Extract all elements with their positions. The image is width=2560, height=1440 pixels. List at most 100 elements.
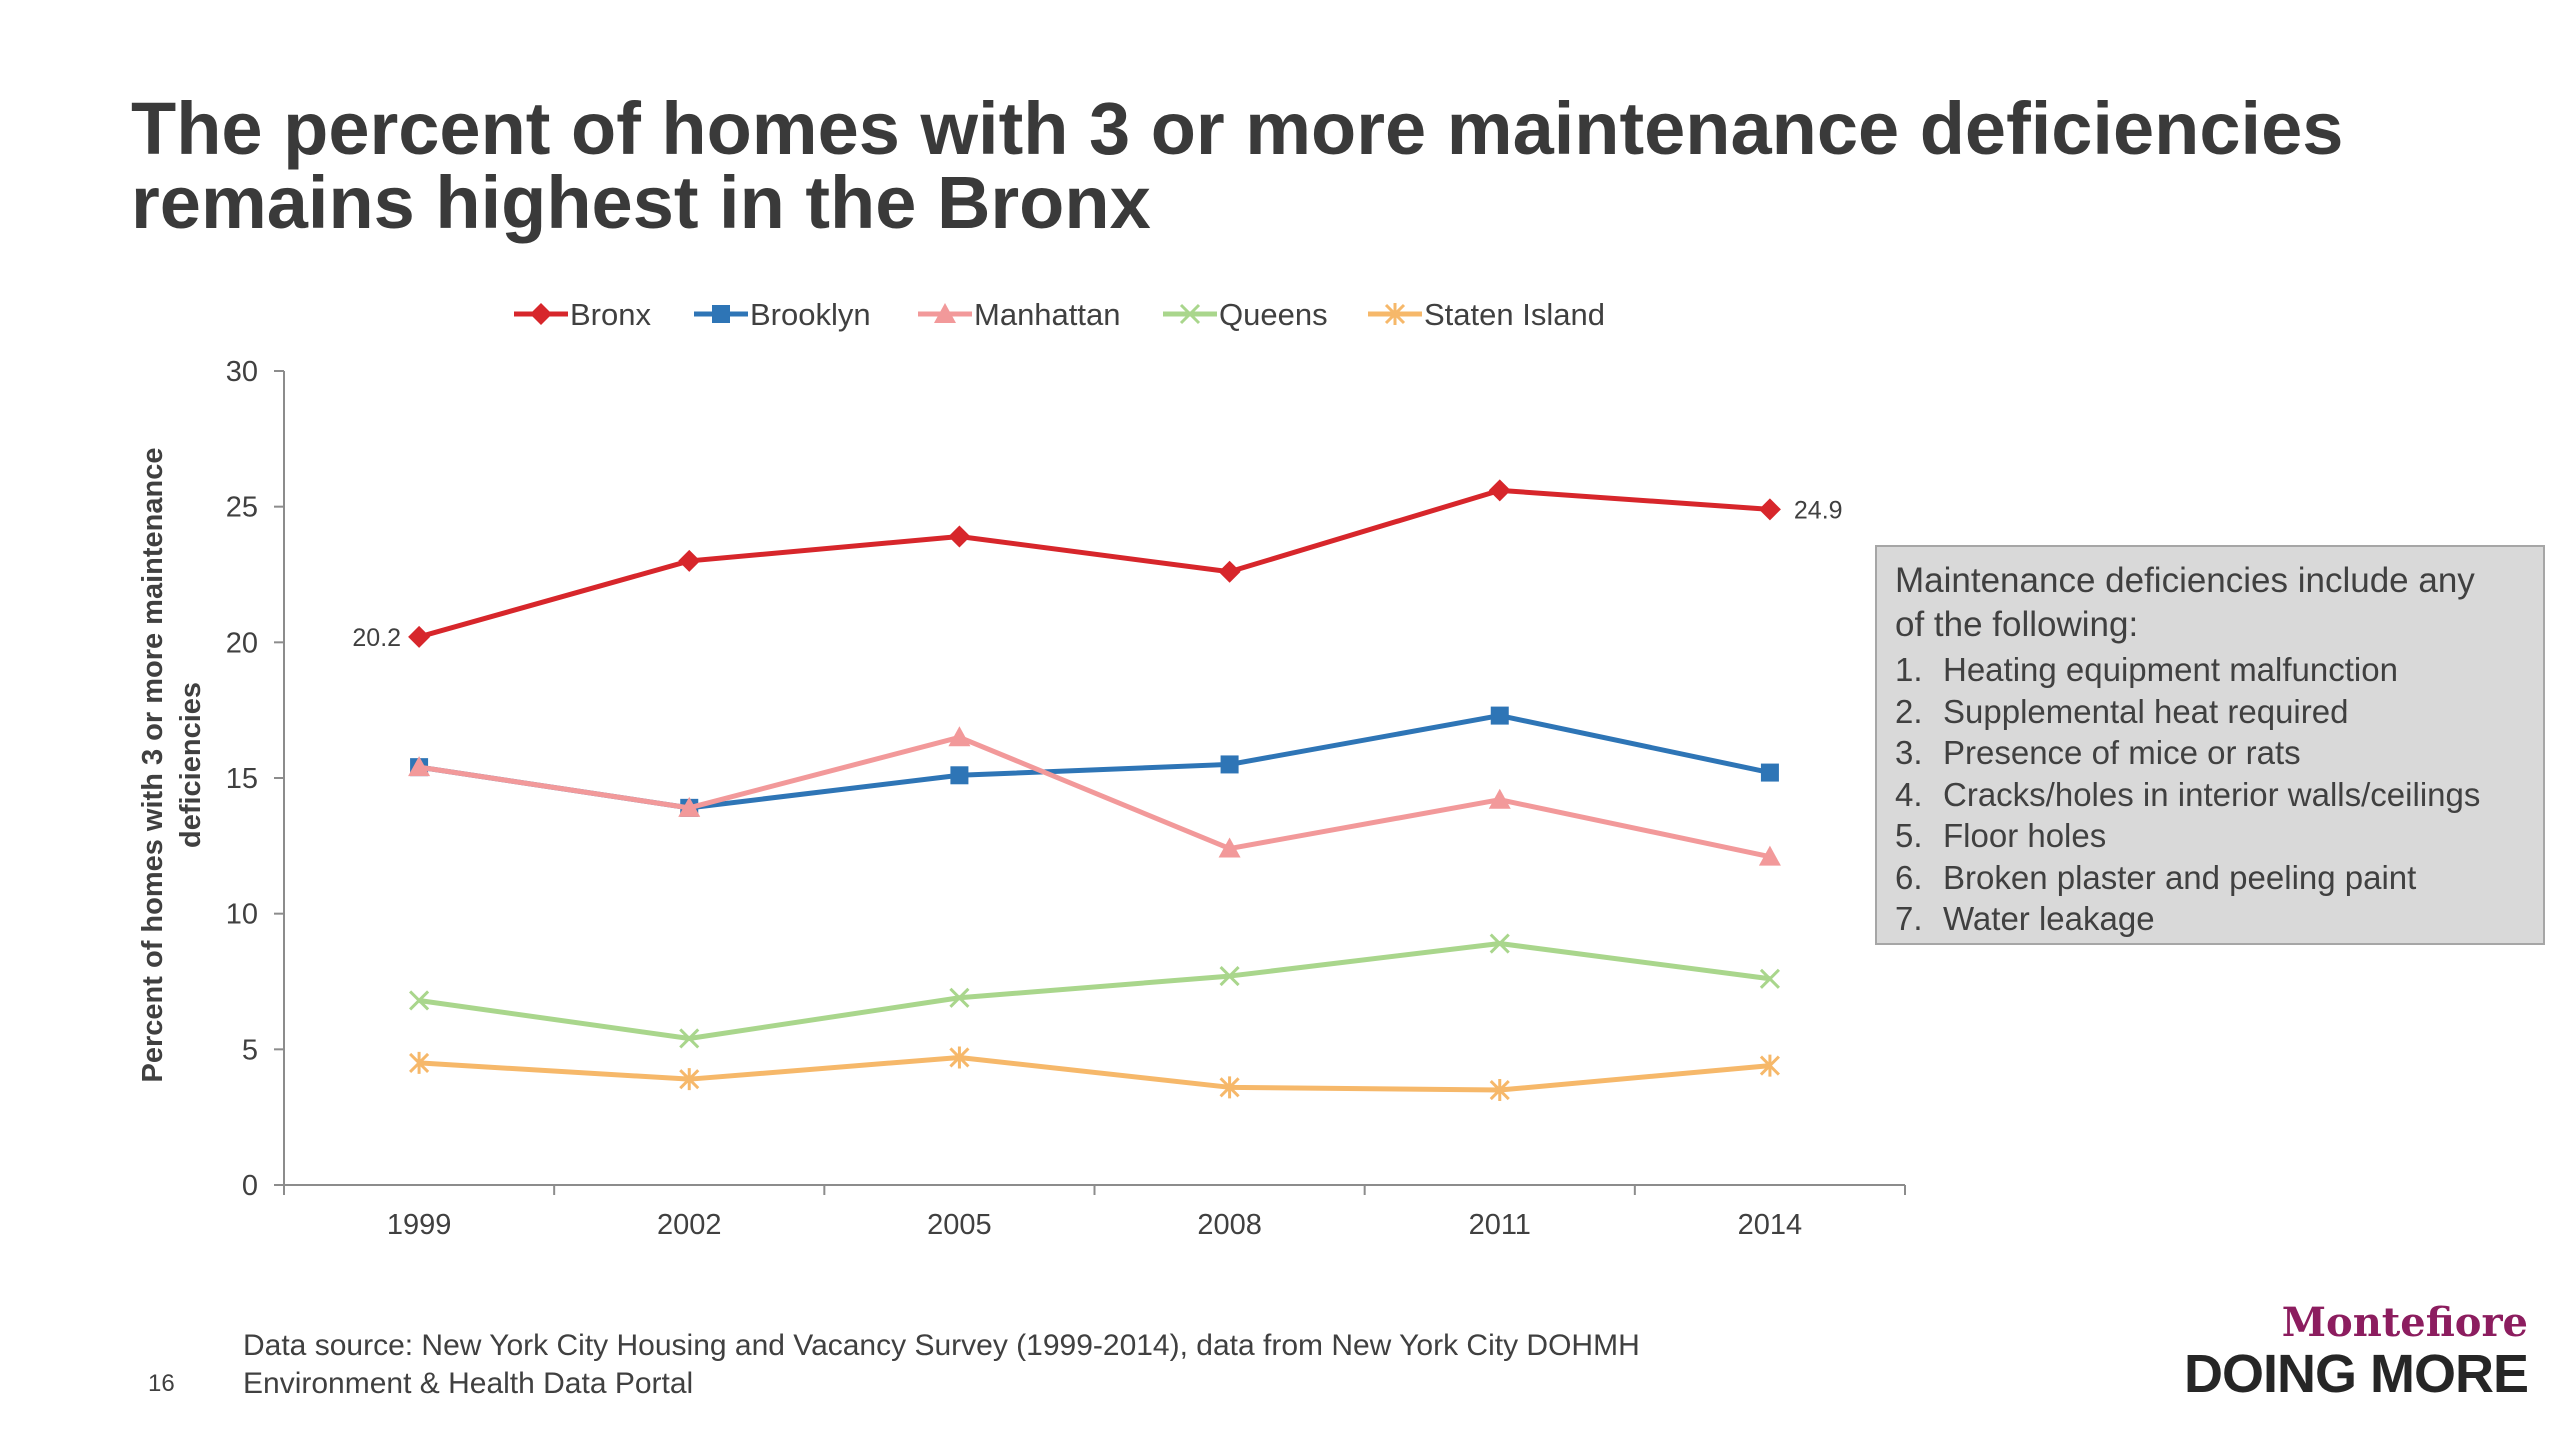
data-point-staten-island <box>949 1046 970 1069</box>
deficiency-list: 1. Heating equipment malfunction 2. Supple… <box>1895 649 2525 940</box>
data-point-bronx <box>948 525 971 548</box>
chart-series <box>408 479 1781 1102</box>
data-source-note: Data source: New York City Housing and V… <box>243 1327 1640 1403</box>
data-point-staten-island <box>409 1051 430 1074</box>
data-point-manhattan <box>678 796 701 817</box>
slide-title-line-1: The percent of homes with 3 or more main… <box>131 87 2344 170</box>
list-item: 1. Heating equipment malfunction <box>1895 649 2525 691</box>
data-point-queens <box>1759 968 1780 989</box>
data-point-staten-island <box>679 1068 700 1091</box>
series-bronx <box>408 479 1781 648</box>
legend-item-brooklyn: Brooklyn <box>694 297 871 332</box>
list-item-number: 2. <box>1895 692 1923 730</box>
data-label: 24.9 <box>1794 496 1843 524</box>
list-item-number: 1. <box>1895 651 1923 688</box>
list-item-text: Water leakage <box>1943 900 2155 937</box>
legend-label: Manhattan <box>974 297 1121 332</box>
data-point-manhattan <box>408 756 431 777</box>
list-item: 7. Water leakage <box>1895 898 2525 940</box>
slide-title-line-2: remains highest in the Bronx <box>131 161 1151 244</box>
logo-name: Montefiore <box>2281 1299 2528 1346</box>
data-point-bronx <box>1218 560 1241 583</box>
series-brooklyn <box>410 706 1779 817</box>
data-point-bronx <box>1758 498 1781 521</box>
data-point-staten-island <box>1489 1079 1510 1102</box>
legend-item-manhattan: Manhattan <box>918 297 1121 332</box>
logo-tagline: DOING MORE <box>2183 1344 2529 1404</box>
data-source-line-2: Environment & Health Data Portal <box>243 1367 694 1400</box>
data-point-bronx <box>408 625 431 648</box>
series-line-queens <box>418 941 1771 1041</box>
series-queens <box>409 933 1780 1049</box>
slide-title: The percent of homes with 3 or more main… <box>131 92 2431 240</box>
data-point-bronx <box>1488 479 1511 502</box>
y-tick-label: 15 <box>226 763 258 795</box>
series-line-bronx <box>418 487 1771 640</box>
callout-heading-line-1: Maintenance deficiencies include any <box>1895 561 2475 600</box>
x-tick-label: 2014 <box>1738 1209 1803 1241</box>
x-tick-label: 2002 <box>657 1209 722 1241</box>
data-label: 20.2 <box>352 624 401 652</box>
data-point-queens <box>409 990 430 1011</box>
list-item-text: Broken plaster and peeling paint <box>1943 858 2417 896</box>
data-point-brooklyn <box>1490 706 1509 725</box>
list-item: 2. Supplemental heat required <box>1895 691 2525 733</box>
montefiore-logo: Montefiore DOING MORE <box>2140 1299 2540 1404</box>
list-item-number: 7. <box>1895 900 1923 937</box>
list-item-number: 4. <box>1895 775 1923 813</box>
list-item-text: Presence of mice or rats <box>1943 734 2301 771</box>
list-item-number: 6. <box>1895 858 1923 896</box>
legend-swatch-marker <box>1179 303 1201 325</box>
callout-heading-line-2: of the following: <box>1895 605 2139 644</box>
legend-label: Queens <box>1219 297 1328 332</box>
data-point-manhattan <box>948 726 971 747</box>
y-tick-label: 30 <box>226 356 258 388</box>
data-point-manhattan <box>1218 837 1241 858</box>
legend-item-bronx: Bronx <box>514 297 651 332</box>
list-item-text: Floor holes <box>1943 817 2107 854</box>
legend-item-queens: Queens <box>1163 297 1328 332</box>
data-point-manhattan <box>1758 845 1781 866</box>
legend-label: Bronx <box>570 297 651 332</box>
series-line-staten-island <box>418 1054 1771 1093</box>
list-item: 3. Presence of mice or rats <box>1895 732 2525 774</box>
y-tick-label: 5 <box>242 1034 258 1066</box>
data-point-staten-island <box>1759 1054 1780 1077</box>
list-item: 4. Cracks/holes in interior walls/ceiling… <box>1895 774 2525 816</box>
y-axis-title-line-1: Percent of homes with 3 or more maintena… <box>137 448 169 1083</box>
data-point-bronx <box>678 549 701 572</box>
page-number: 16 <box>148 1370 175 1397</box>
x-tick-label: 2011 <box>1469 1209 1531 1241</box>
data-point-queens <box>1489 933 1510 954</box>
data-point-brooklyn <box>1220 755 1239 774</box>
data-point-queens <box>949 987 970 1008</box>
chart-axes: 0 5 10 15 20 25 30 1999 2002 2005 2008 2011 2014 Perc… <box>137 356 1906 1241</box>
maintenance-deficiencies-callout: Maintenance deficiencies include any of … <box>1875 545 2545 945</box>
y-axis-title: Percent of homes with 3 or more maintena… <box>137 448 207 1083</box>
chart-data-labels: 20.2 24.9 <box>352 496 1842 652</box>
list-item-number: 3. <box>1895 734 1923 771</box>
list-item: 6. Broken plaster and peeling paint <box>1895 857 2525 899</box>
y-tick-label: 25 <box>226 492 258 524</box>
data-point-manhattan <box>1488 788 1511 809</box>
list-item-text: Supplemental heat required <box>1943 692 2349 730</box>
legend-swatch-marker <box>934 303 956 323</box>
chart-legend: Bronx Brooklyn Manhattan Queens Staten Islan… <box>514 297 1605 332</box>
legend-label: Brooklyn <box>750 297 871 332</box>
legend-swatch-marker <box>712 305 730 323</box>
data-point-brooklyn <box>1760 763 1779 782</box>
legend-label: Staten Island <box>1424 297 1605 332</box>
legend-item-staten-island: Staten Island <box>1368 297 1605 332</box>
series-staten-island <box>409 1046 1780 1102</box>
x-tick-label: 1999 <box>387 1209 452 1241</box>
data-point-queens <box>1219 966 1240 987</box>
data-point-queens <box>679 1028 700 1049</box>
y-tick-label: 0 <box>242 1170 258 1202</box>
legend-swatch-marker <box>1384 303 1406 325</box>
legend-swatch-marker <box>530 303 552 325</box>
list-item-text: Cracks/holes in interior walls/ceilings <box>1943 775 2481 813</box>
callout-heading: Maintenance deficiencies include any of … <box>1895 559 2525 647</box>
x-tick-label: 2005 <box>927 1209 992 1241</box>
list-item-number: 5. <box>1895 817 1923 854</box>
